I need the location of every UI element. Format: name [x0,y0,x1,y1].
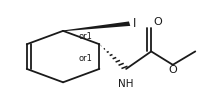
Text: or1: or1 [79,32,92,40]
Polygon shape [63,21,130,31]
Text: I: I [133,17,136,30]
Text: O: O [153,17,162,27]
Text: NH: NH [118,79,134,89]
Text: or1: or1 [79,54,92,63]
Text: O: O [168,65,177,75]
